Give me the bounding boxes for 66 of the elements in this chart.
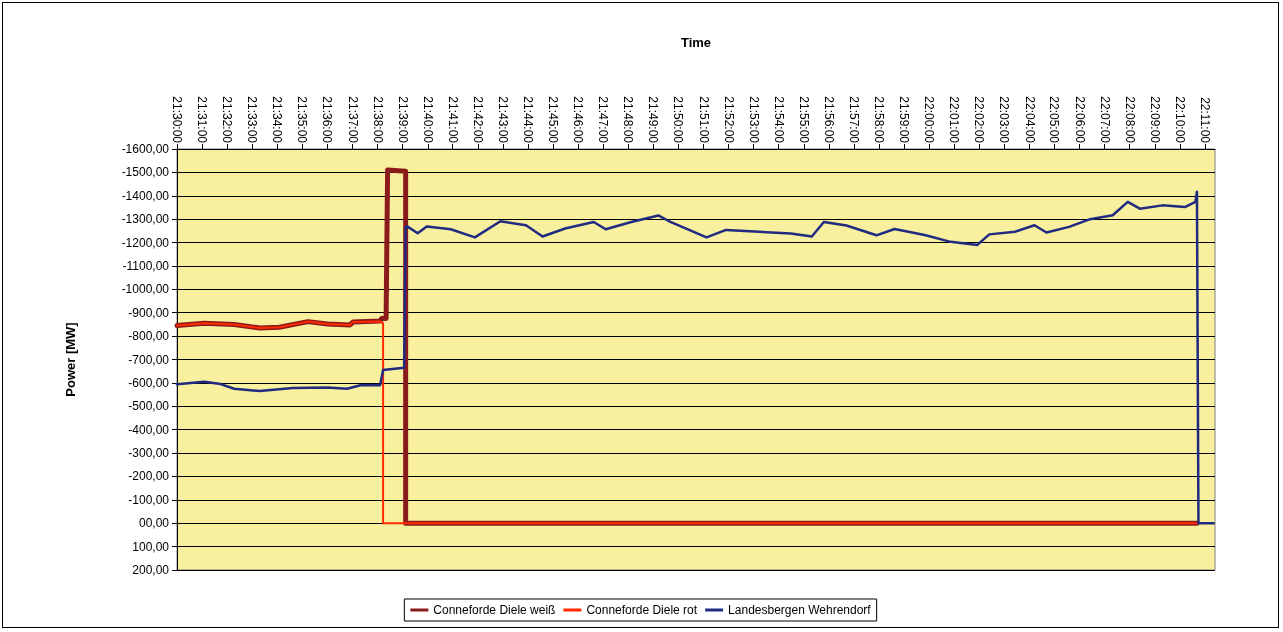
- y-tick-label: 00,00: [138, 516, 170, 531]
- x-tick-label: 22:01:00: [947, 96, 962, 144]
- x-tick-label: 21:31:00: [195, 96, 210, 144]
- x-tick-label: 21:38:00: [370, 96, 385, 144]
- x-tick-label: 21:45:00: [546, 96, 561, 144]
- x-tick-label: 22:04:00: [1022, 96, 1037, 144]
- y-tick-label: -1100,00: [122, 258, 170, 273]
- y-tick-label: -700,00: [128, 352, 170, 367]
- x-tick-label: 21:44:00: [520, 96, 535, 144]
- x-tick-label: 22:06:00: [1072, 96, 1087, 144]
- x-tick-label: 21:57:00: [846, 96, 861, 144]
- y-tick-label: -800,00: [128, 329, 170, 344]
- x-tick-label: 21:30:00: [170, 96, 184, 144]
- y-tick-label: -500,00: [128, 399, 170, 414]
- x-tick-label: 22:05:00: [1047, 96, 1062, 144]
- y-tick-label: -100,00: [128, 492, 170, 507]
- x-tick-label: 21:41:00: [445, 96, 460, 144]
- x-tick-label: 22:08:00: [1122, 96, 1137, 144]
- x-tick-label: 22:09:00: [1147, 96, 1162, 144]
- x-tick-label: 21:49:00: [646, 96, 661, 144]
- x-tick-label: 21:32:00: [220, 96, 235, 144]
- y-tick-label: -1600,00: [121, 142, 170, 156]
- x-tick-label: 21:50:00: [671, 96, 686, 144]
- y-tick-label: -200,00: [128, 469, 170, 484]
- y-axis-title: Power [MW]: [63, 322, 78, 397]
- y-tick-label: -400,00: [128, 422, 170, 437]
- y-tick-label: -1300,00: [121, 212, 170, 227]
- x-tick-label: 21:55:00: [796, 96, 811, 144]
- x-tick-label: 21:51:00: [696, 96, 711, 144]
- y-tick-label: -900,00: [128, 305, 170, 320]
- y-tick-label: -1500,00: [121, 165, 170, 180]
- y-tick-label: -1000,00: [121, 282, 170, 297]
- x-tick-label: 21:48:00: [621, 96, 636, 144]
- x-tick-label: 21:53:00: [746, 96, 761, 144]
- x-tick-label: 21:56:00: [821, 96, 836, 144]
- x-tick-label: 21:42:00: [470, 96, 485, 144]
- y-tick-label: 100,00: [132, 539, 170, 554]
- x-tick-label: 22:10:00: [1172, 96, 1187, 144]
- x-tick-label: 21:35:00: [295, 96, 310, 144]
- x-tick-label: 21:58:00: [872, 96, 887, 144]
- y-tick-label: -1200,00: [121, 235, 170, 250]
- x-tick-label: 22:02:00: [972, 96, 987, 144]
- x-tick-label: 21:39:00: [395, 96, 410, 144]
- x-tick-label: 21:33:00: [245, 96, 260, 144]
- x-tick-label: 22:03:00: [997, 96, 1012, 144]
- x-tick-label: 21:54:00: [771, 96, 786, 144]
- legend-label: Landesbergen Wehrendorf: [728, 603, 872, 617]
- x-tick-label: 21:59:00: [897, 96, 912, 144]
- x-tick-label: 21:46:00: [571, 96, 586, 144]
- x-tick-label: 21:52:00: [721, 96, 736, 144]
- x-tick-label: 22:07:00: [1097, 96, 1112, 144]
- y-tick-label: -300,00: [128, 446, 170, 461]
- legend-label: Conneforde Diele rot: [586, 603, 698, 617]
- y-tick-label: -600,00: [128, 375, 170, 390]
- x-tick-label: 22:11:00: [1197, 97, 1212, 144]
- y-tick-label: 200,00: [132, 563, 170, 577]
- x-tick-label: 21:43:00: [495, 96, 510, 144]
- x-tick-label: 21:36:00: [320, 96, 335, 144]
- x-tick-label: 22:00:00: [922, 96, 937, 144]
- x-tick-label: 21:47:00: [596, 96, 611, 144]
- x-tick-label: 21:40:00: [420, 96, 435, 144]
- x-axis-title: Time: [680, 35, 712, 50]
- y-tick-label: -1400,00: [121, 188, 170, 203]
- x-tick-label: 21:37:00: [345, 96, 360, 144]
- legend-label: Conneforde Diele weiß: [433, 603, 556, 617]
- x-tick-label: 21:34:00: [270, 96, 285, 144]
